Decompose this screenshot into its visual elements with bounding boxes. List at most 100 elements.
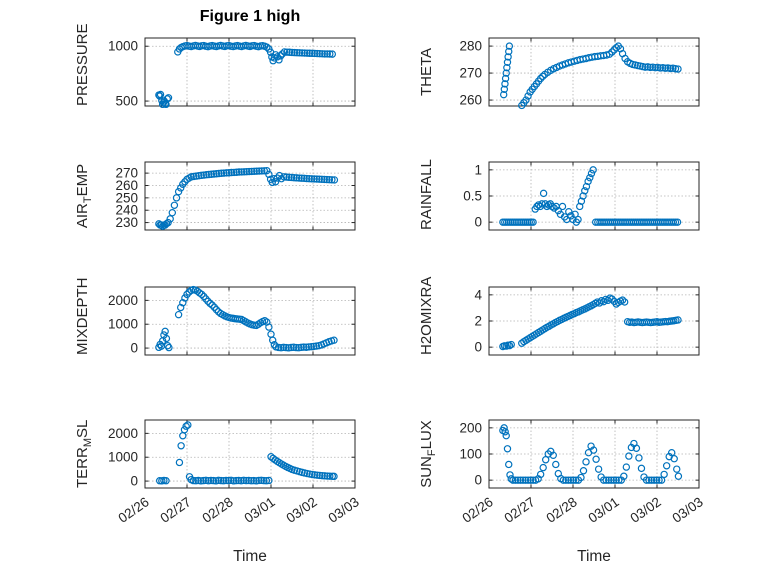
y-tick-labels: 260 270 280 xyxy=(459,39,482,108)
svg-text:0: 0 xyxy=(474,215,482,230)
axes-box xyxy=(144,161,356,231)
ylabel-text: AIR xyxy=(74,203,91,229)
axes-mixdepth: 0 1000 2000 xyxy=(108,285,356,356)
svg-text:270: 270 xyxy=(115,166,138,181)
ylabel-text: THETA xyxy=(418,47,435,97)
y-tick-labels: 500 1000 xyxy=(108,39,138,109)
svg-text:100: 100 xyxy=(459,447,482,462)
ylabel-text: EMP xyxy=(74,163,91,197)
subplot-sun-flux: SUNFLUX 0 100 200 02/26 02/27 02/28 03/01 03/02… xyxy=(414,416,704,541)
figure-title: Figure 1 high xyxy=(199,8,301,25)
y-axis-label-pressure: PRESSURE xyxy=(74,23,94,106)
subplot-h2omixra: H2OMIXRA 0 2 4 xyxy=(414,277,704,359)
tick-marks xyxy=(144,162,356,230)
svg-text:02/26: 02/26 xyxy=(459,494,495,526)
axes-theta: 260 270 280 xyxy=(459,37,700,110)
data-points xyxy=(499,42,682,110)
ylabel-text: SUN xyxy=(418,456,435,488)
data-points xyxy=(155,166,339,230)
axes-terr-msl: 0 1000 2000 02/26 02/27 02/28 03/01 03/02 03/03 xyxy=(108,419,360,526)
svg-text:0: 0 xyxy=(474,340,482,355)
svg-text:1000: 1000 xyxy=(108,39,138,54)
svg-text:250: 250 xyxy=(115,190,138,205)
svg-text:03/01: 03/01 xyxy=(585,494,621,526)
svg-text:02/28: 02/28 xyxy=(199,494,235,526)
svg-text:500: 500 xyxy=(115,94,138,109)
svg-text:1000: 1000 xyxy=(108,317,138,332)
svg-text:2000: 2000 xyxy=(108,293,138,308)
y-tick-labels: 0 1000 2000 xyxy=(108,293,138,356)
svg-text:03/03: 03/03 xyxy=(669,494,704,526)
y-tick-labels: 0 2 4 xyxy=(474,287,482,354)
grid-lines xyxy=(488,287,700,355)
y-axis-label-sun-flux: SUNFLUX xyxy=(418,420,438,488)
ylabel-text: PRESSURE xyxy=(74,23,91,106)
subplot-pressure: PRESSURE 500 1000 xyxy=(70,23,360,110)
svg-text:240: 240 xyxy=(115,203,138,218)
y-axis-label-rainfall: RAINFALL xyxy=(418,159,438,230)
subplot-mixdepth: MIXDEPTH 0 1000 2000 xyxy=(70,277,360,359)
y-tick-labels: 00.51 xyxy=(463,162,482,229)
data-points xyxy=(499,166,682,226)
axes-box xyxy=(144,286,356,356)
svg-text:2: 2 xyxy=(474,314,482,329)
subplot-theta: THETA 260 270 280 xyxy=(414,34,704,110)
svg-text:02/26: 02/26 xyxy=(115,494,151,526)
svg-text:260: 260 xyxy=(459,93,482,108)
ylabel-subscript: F xyxy=(426,449,438,457)
data-points xyxy=(155,41,337,109)
axes-box xyxy=(144,419,356,489)
svg-text:0.5: 0.5 xyxy=(463,189,482,204)
axes-rainfall: 00.51 xyxy=(463,161,700,231)
svg-text:200: 200 xyxy=(459,420,482,435)
y-tick-labels: 0 1000 2000 xyxy=(108,426,138,489)
data-points xyxy=(155,421,338,485)
axes-box xyxy=(144,37,356,107)
ylabel-text: TERR xyxy=(74,447,91,488)
ylabel-text: H2OMIXRA xyxy=(418,276,435,355)
data-points xyxy=(499,424,683,484)
svg-text:4: 4 xyxy=(474,287,482,302)
svg-text:1: 1 xyxy=(474,162,482,177)
axes-h2omixra: 0 2 4 xyxy=(474,286,700,356)
axes-pressure: 500 1000 xyxy=(108,37,356,109)
subplot-terr-msl: TERRMSL 0 1000 2000 02/26 02/27 02/28 03/01 03/… xyxy=(70,416,360,541)
axes-box xyxy=(488,37,700,107)
svg-text:03/01: 03/01 xyxy=(241,494,277,526)
svg-text:1000: 1000 xyxy=(108,450,138,465)
tick-marks xyxy=(488,38,700,106)
x-axis-label-left: Time xyxy=(233,548,267,565)
svg-text:2000: 2000 xyxy=(108,426,138,441)
subplot-rainfall: RAINFALL 0 0.5 1 xyxy=(414,158,704,234)
ylabel-text: MIXDEPTH xyxy=(74,277,91,355)
svg-text:280: 280 xyxy=(459,39,482,54)
svg-text:0: 0 xyxy=(130,341,138,356)
x-axis-label-right: Time xyxy=(577,548,611,565)
svg-text:02/27: 02/27 xyxy=(157,494,193,526)
y-axis-label-terr-msl: TERRMSL xyxy=(74,420,94,488)
x-tick-labels: 02/26 02/27 02/28 03/01 03/02 03/03 xyxy=(115,494,360,526)
svg-text:02/27: 02/27 xyxy=(501,494,537,526)
svg-text:03/03: 03/03 xyxy=(325,494,360,526)
y-axis-label-theta: THETA xyxy=(418,38,438,106)
svg-text:260: 260 xyxy=(115,178,138,193)
data-points xyxy=(499,294,682,351)
tick-marks xyxy=(144,420,356,488)
ylabel-text: SL xyxy=(74,419,91,438)
y-axis-label-mixdepth: MIXDEPTH xyxy=(74,277,94,355)
svg-text:03/02: 03/02 xyxy=(627,494,663,526)
axes-sun-flux: 0 100 200 02/26 02/27 02/28 03/01 03/02 03/03 xyxy=(459,419,704,526)
ylabel-text: LUX xyxy=(418,420,435,450)
subplot-air-temp: AIRTEMP 230 240 250 260 270 xyxy=(70,158,360,234)
svg-text:270: 270 xyxy=(459,66,482,81)
tick-marks xyxy=(488,162,700,230)
ylabel-subscript: M xyxy=(82,437,94,448)
y-tick-labels: 0 100 200 xyxy=(459,420,482,487)
svg-text:03/02: 03/02 xyxy=(283,494,319,526)
y-axis-label-h2omixra: H2OMIXRA xyxy=(418,277,438,355)
x-tick-labels: 02/26 02/27 02/28 03/01 03/02 03/03 xyxy=(459,494,704,526)
tick-marks xyxy=(144,287,356,355)
